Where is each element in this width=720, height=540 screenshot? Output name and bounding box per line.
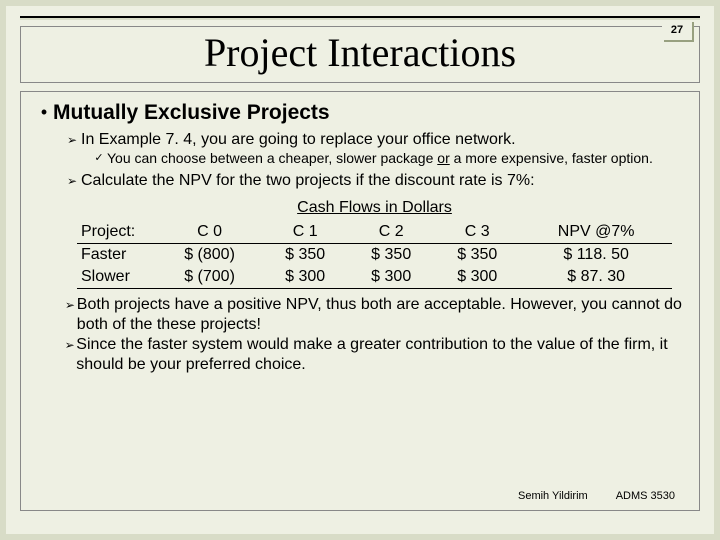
slide-area: 27 Project Interactions • Mutually Exclu… (6, 6, 714, 534)
slide-title: Project Interactions (21, 29, 699, 76)
col-project: Project: (77, 221, 157, 244)
col-c3: C 3 (434, 221, 520, 244)
bullet-1a-underline: or (437, 150, 449, 166)
arrow-icon: ➢ (63, 130, 81, 150)
bullet-2: ➢ Calculate the NPV for the two projects… (63, 171, 685, 191)
heading-row: • Mutually Exclusive Projects (35, 100, 685, 126)
cashflow-table-wrap: Cash Flows in Dollars Project: C 0 C 1 C… (77, 199, 672, 289)
table-header-row: Project: C 0 C 1 C 2 C 3 NPV @7% (77, 221, 672, 244)
content-box: • Mutually Exclusive Projects ➢ In Examp… (20, 91, 700, 511)
cell-c2: $ 350 (348, 244, 434, 267)
col-npv: NPV @7% (520, 221, 672, 244)
arrow-icon: ➢ (63, 295, 77, 315)
cell-c0: $ (800) (157, 244, 262, 267)
bullet-1: ➢ In Example 7. 4, you are going to repl… (63, 130, 685, 150)
cell-npv: $ 87. 30 (520, 266, 672, 289)
title-box: Project Interactions (20, 26, 700, 83)
col-c1: C 1 (262, 221, 348, 244)
arrow-icon: ➢ (63, 335, 76, 355)
cell-c3: $ 300 (434, 266, 520, 289)
bullet-1a-post: a more expensive, faster option. (450, 150, 653, 166)
bullet-1a: ✓ You can choose between a cheaper, slow… (91, 150, 685, 167)
cell-c1: $ 350 (262, 244, 348, 267)
section-heading: Mutually Exclusive Projects (53, 100, 330, 126)
footer: Semih Yildirim ADMS 3530 (518, 490, 675, 502)
cell-name: Slower (77, 266, 157, 289)
bullet-1-text: In Example 7. 4, you are going to replac… (81, 130, 516, 150)
table-row: Faster $ (800) $ 350 $ 350 $ 350 $ 118. … (77, 244, 672, 267)
arrow-icon: ➢ (63, 171, 81, 191)
cell-c2: $ 300 (348, 266, 434, 289)
table-row: Slower $ (700) $ 300 $ 300 $ 300 $ 87. 3… (77, 266, 672, 289)
col-c2: C 2 (348, 221, 434, 244)
footer-course: ADMS 3530 (616, 490, 675, 502)
cashflow-table: Project: C 0 C 1 C 2 C 3 NPV @7% Faster … (77, 221, 672, 289)
bullet-dot-icon: • (35, 100, 53, 124)
bullet-2-text: Calculate the NPV for the two projects i… (81, 171, 535, 191)
bullet-1a-text: You can choose between a cheaper, slower… (107, 150, 653, 167)
bullet-4-text: Since the faster system would make a gre… (76, 335, 685, 375)
bullet-1a-pre: You can choose between a cheaper, slower… (107, 150, 437, 166)
bullet-3: ➢ Both projects have a positive NPV, thu… (63, 295, 685, 335)
cell-npv: $ 118. 50 (520, 244, 672, 267)
bullet-3-text: Both projects have a positive NPV, thus … (77, 295, 685, 335)
page-number-box: 27 (662, 20, 692, 40)
check-icon: ✓ (91, 150, 107, 166)
bullet-4: ➢ Since the faster system would make a g… (63, 335, 685, 375)
top-divider (20, 16, 700, 20)
col-c0: C 0 (157, 221, 262, 244)
cell-name: Faster (77, 244, 157, 267)
cell-c0: $ (700) (157, 266, 262, 289)
page-number: 27 (671, 24, 683, 36)
cell-c1: $ 300 (262, 266, 348, 289)
table-title: Cash Flows in Dollars (77, 199, 672, 217)
footer-author: Semih Yildirim (518, 490, 588, 502)
cell-c3: $ 350 (434, 244, 520, 267)
